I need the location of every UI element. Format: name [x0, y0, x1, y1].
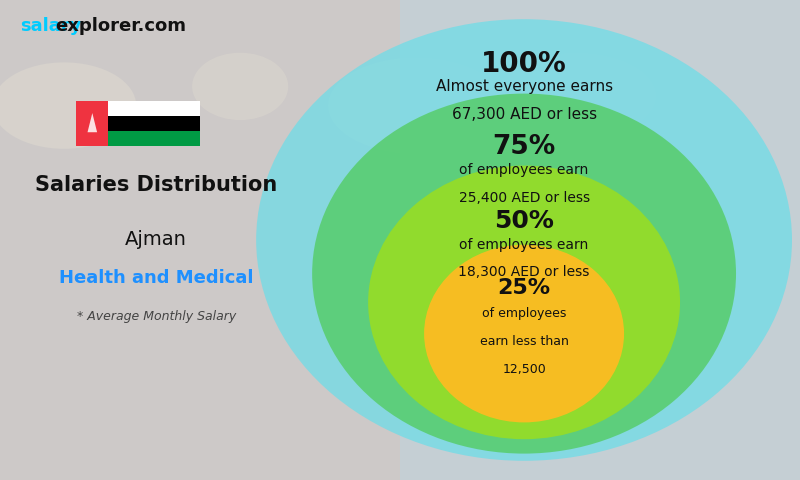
Bar [109, 101, 200, 116]
Text: 18,300 AED or less: 18,300 AED or less [458, 265, 590, 279]
Text: Health and Medical: Health and Medical [59, 269, 254, 287]
Text: salary: salary [20, 17, 82, 35]
Text: of employees: of employees [482, 307, 566, 320]
Bar [0, 0, 400, 480]
Text: 25%: 25% [498, 278, 550, 299]
Bar [109, 132, 200, 146]
Text: 12,500: 12,500 [502, 363, 546, 376]
Text: 25,400 AED or less: 25,400 AED or less [458, 191, 590, 205]
Bar [400, 0, 800, 480]
Text: of employees earn: of employees earn [459, 238, 589, 252]
Bar [109, 116, 200, 132]
Ellipse shape [312, 94, 736, 454]
Text: Salaries Distribution: Salaries Distribution [35, 175, 278, 195]
Ellipse shape [192, 53, 288, 120]
Text: 100%: 100% [482, 50, 567, 78]
Text: earn less than: earn less than [480, 335, 569, 348]
Text: 75%: 75% [493, 134, 556, 160]
Text: Ajman: Ajman [126, 230, 187, 250]
Ellipse shape [256, 19, 792, 461]
Ellipse shape [496, 53, 656, 139]
Ellipse shape [0, 62, 136, 149]
Polygon shape [87, 113, 97, 132]
Text: 50%: 50% [494, 209, 554, 233]
Text: Almost everyone earns: Almost everyone earns [435, 79, 613, 94]
Text: 67,300 AED or less: 67,300 AED or less [451, 107, 597, 122]
Text: explorer.com: explorer.com [54, 17, 186, 35]
Text: * Average Monthly Salary: * Average Monthly Salary [77, 310, 236, 323]
Ellipse shape [328, 58, 504, 154]
Ellipse shape [424, 245, 624, 422]
Text: of employees earn: of employees earn [459, 163, 589, 177]
Bar [76, 101, 109, 146]
Ellipse shape [368, 166, 680, 439]
